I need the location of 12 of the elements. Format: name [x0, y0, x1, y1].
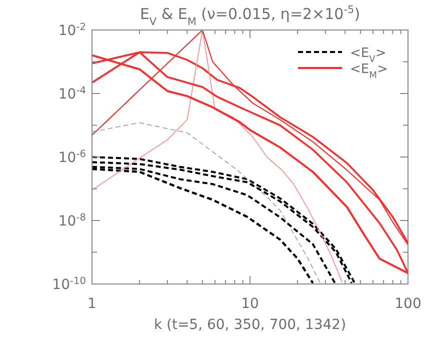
y-tick-label: 10$^{-4}$	[58, 85, 86, 102]
y-tick-label: 10$^{-2}$	[58, 22, 86, 39]
chart-title: E$_{V}$ & E$_{M}$ (ν=0.015, η=2×10$^{-5}$)	[140, 4, 360, 28]
legend-label: <E$_{M}$>	[350, 62, 388, 81]
y-tick-label: 10$^{-6}$	[58, 148, 86, 166]
legend-label: <E$_{V}$>	[350, 46, 386, 65]
x-tick-label: 100	[394, 296, 422, 312]
x-tick-label: 10	[241, 296, 259, 312]
y-tick-label: 10$^{-8}$	[58, 212, 86, 230]
y-tick-label: 10$^{-10}$	[52, 276, 86, 293]
x-axis-title: k (t=5, 60, 350, 700, 1342)	[154, 317, 346, 333]
x-tick-label: 1	[88, 296, 96, 312]
